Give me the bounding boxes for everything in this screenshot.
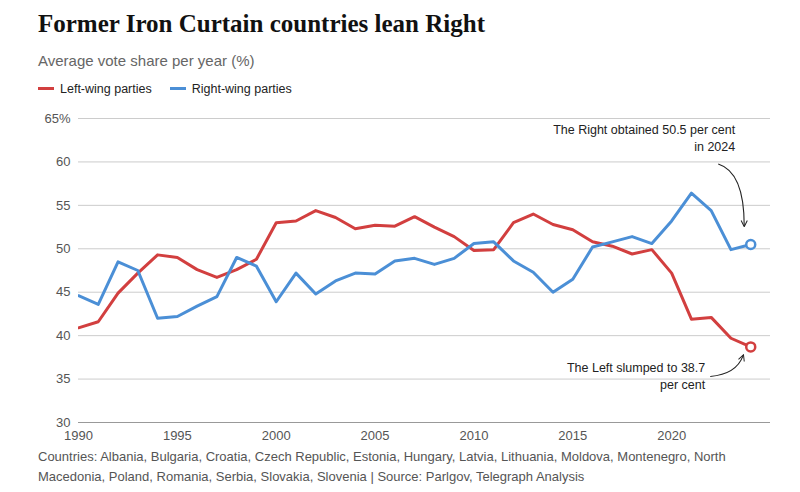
svg-text:1990: 1990 [64,428,93,443]
svg-text:1995: 1995 [163,428,192,443]
html-text:Former Iron Curtain countries: Former Iron Curtain countries lean Right [38,10,485,37]
svg-text:50: 50 [56,241,70,256]
html-text:Left-wing parties: Left-wing parties [60,82,152,96]
svg-text:55: 55 [56,198,70,213]
svg-text:60: 60 [56,154,70,169]
svg-text:65%: 65% [44,111,70,126]
svg-text:2000: 2000 [262,428,291,443]
svg-text:40: 40 [56,328,70,343]
html-text:The Left slumped to 38.7 per c: The Left slumped to 38.7 per cent [566,361,706,393]
html-text:Average vote share per year (%: Average vote share per year (%) [38,52,255,69]
svg-text:2015: 2015 [558,428,587,443]
svg-text:2010: 2010 [459,428,488,443]
html-text:Countries: Albania, Bulgaria,: Countries: Albania, Bulgaria, Croatia, C… [38,449,726,484]
html-text:The Right obtained 50.5 per ce: The Right obtained 50.5 per cent in 2024 [553,122,736,154]
svg-text:2005: 2005 [361,428,390,443]
svg-text:2020: 2020 [657,428,686,443]
html-text:Right-wing parties: Right-wing parties [191,82,292,96]
svg-text:30: 30 [56,414,71,430]
svg-text:35: 35 [56,371,70,386]
svg-text:45: 45 [56,284,70,299]
